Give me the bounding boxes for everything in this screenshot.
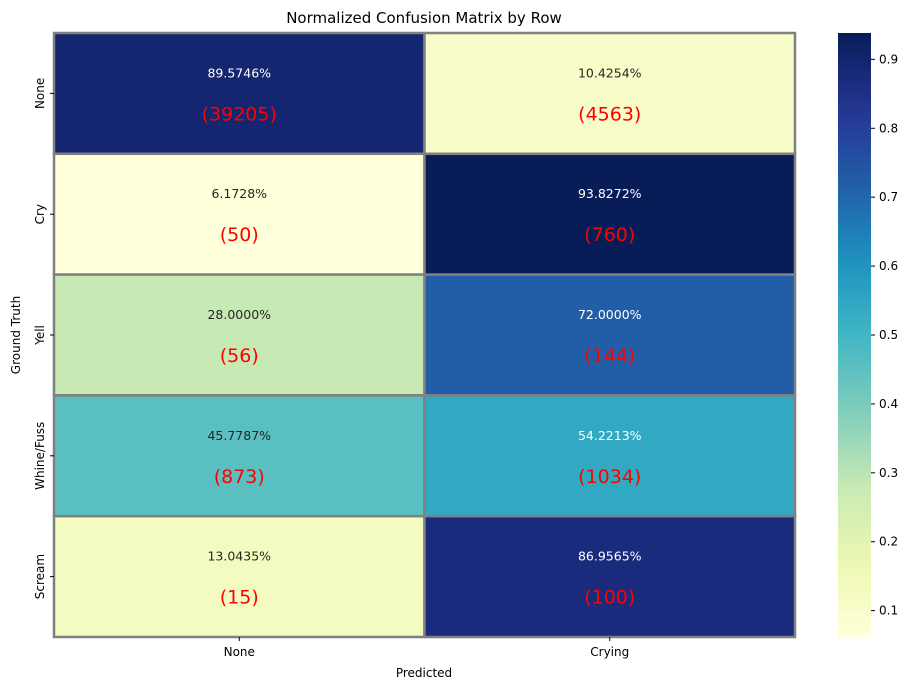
heatmap-cell [52,394,426,518]
x-tick-label: Crying [590,645,629,659]
y-axis-label: Ground Truth [9,296,23,374]
colorbar-tick-label: 0.4 [879,397,898,411]
heatmap-cell [423,514,797,639]
heatmap-cells: 89.5746% (39205) 10.4254% (4563) 6.1728% (50)… [52,31,797,639]
cell-count-label: (56) [220,345,259,367]
heatmap-cell [52,514,426,639]
cell-percent-label: 28.0000% [207,307,271,322]
y-tick-label: None [33,78,47,109]
y-tick-label: Yell [33,325,47,346]
colorbar-tick-label: 0.2 [879,535,898,549]
cell-count-label: (144) [584,345,635,367]
cell-count-label: (1034) [578,466,641,488]
heatmap-cell [52,152,426,276]
cell-percent-label: 54.2213% [578,428,642,443]
colorbar-gradient [838,33,871,637]
cell-count-label: (100) [584,587,635,609]
cell-count-label: (760) [584,224,635,246]
y-tick-label: Scream [33,554,47,599]
x-tick-label: None [224,645,255,659]
y-tick-label: Whine/Fuss [33,422,47,490]
heatmap-cell [423,31,797,156]
cell-count-label: (4563) [578,103,641,125]
x-axis-label: Predicted [396,666,452,680]
heatmap-cell [52,31,426,156]
cell-percent-label: 89.5746% [207,65,271,80]
colorbar-tick-label: 0.5 [879,328,898,342]
x-axis-ticks: None Crying [224,637,629,659]
cell-percent-label: 45.7787% [207,428,271,443]
chart-title: Normalized Confusion Matrix by Row [286,9,562,27]
heatmap-cell [423,152,797,276]
colorbar: 0.1 0.2 0.3 0.4 0.5 0.6 0.7 0.8 0.9 [838,33,898,637]
cell-count-label: (39205) [202,103,277,125]
colorbar-tick-label: 0.3 [879,466,898,480]
cell-count-label: (15) [220,587,259,609]
cell-percent-label: 86.9565% [578,549,642,564]
colorbar-tick-label: 0.7 [879,190,898,204]
y-axis-ticks: None Cry Yell Whine/Fuss Scream [33,78,54,599]
heatmap-cell [52,273,426,397]
cell-percent-label: 13.0435% [207,549,271,564]
cell-percent-label: 93.8272% [578,186,642,201]
cell-percent-label: 10.4254% [578,65,642,80]
colorbar-tick-label: 0.1 [879,604,898,618]
cell-count-label: (873) [214,466,265,488]
cell-count-label: (50) [220,224,259,246]
colorbar-tick-label: 0.9 [879,52,898,66]
colorbar-tick-label: 0.8 [879,121,898,135]
cell-percent-label: 72.0000% [578,307,642,322]
colorbar-tick-label: 0.6 [879,259,898,273]
y-tick-label: Cry [33,204,47,224]
heatmap-cell [423,394,797,518]
cell-percent-label: 6.1728% [211,186,267,201]
heatmap-cell [423,273,797,397]
